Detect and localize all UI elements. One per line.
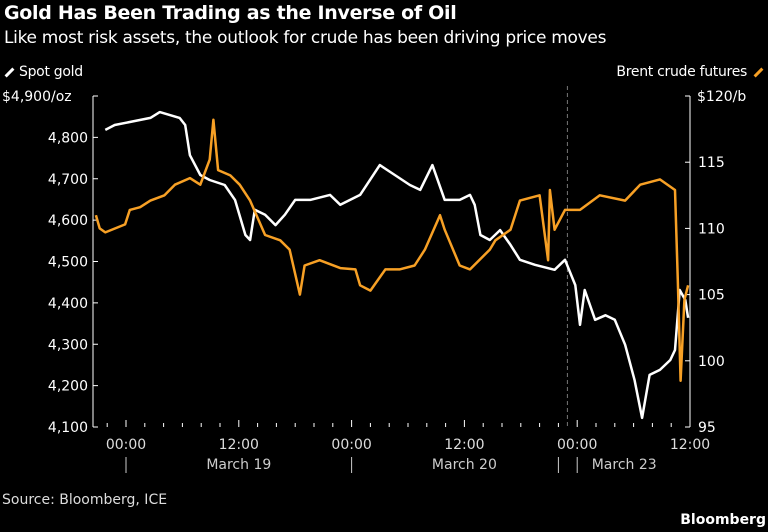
x-axis-tick-label: 00:00	[331, 437, 371, 453]
right-axis-tick-label: 105	[698, 288, 725, 304]
x-axis-date-label: March 19	[206, 457, 271, 473]
chart-subtitle: Like most risk assets, the outlook for c…	[4, 28, 607, 48]
left-axis-tick-label: 4,200	[48, 379, 88, 395]
spot-gold-line	[104, 110, 690, 420]
right-axis-tick-label: 95	[698, 420, 716, 436]
left-axis-tick-label: 4,400	[48, 296, 88, 312]
x-axis-tick-label: 12:00	[670, 437, 710, 453]
right-axis-tick-label: 115	[698, 155, 725, 171]
x-axis-tick-label: 00:00	[557, 437, 597, 453]
right-axis-tick-label: 100	[698, 354, 725, 370]
x-axis-tick-label: 00:00	[106, 437, 146, 453]
x-axis-tick-label: 12:00	[219, 437, 259, 453]
x-axis-date-label: March 23	[592, 457, 657, 473]
legend-swatch-oil-icon	[753, 67, 764, 77]
left-axis-tick-label: 4,800	[48, 130, 88, 146]
chart-title: Gold Has Been Trading as the Inverse of …	[4, 2, 457, 24]
brent-crude-line	[94, 118, 690, 382]
legend-brent-crude: Brent crude futures	[616, 64, 764, 80]
left-axis-tick-label: 4,300	[48, 337, 88, 353]
right-axis-unit-label: $120/b	[697, 89, 746, 105]
x-axis-tick-label: 12:00	[444, 437, 484, 453]
left-axis-tick-label: 4,700	[48, 172, 88, 188]
left-axis-tick-label: 4,100	[48, 420, 88, 436]
legend-spot-gold: Spot gold	[4, 64, 83, 80]
bloomberg-logo: Bloomberg	[680, 512, 766, 528]
left-axis-unit-label: $4,900/oz	[2, 89, 72, 105]
legend-label: Spot gold	[19, 64, 83, 80]
legend-label: Brent crude futures	[616, 64, 747, 80]
left-axis-tick-label: 4,600	[48, 213, 88, 229]
left-axis-tick-label: 4,500	[48, 255, 88, 271]
source-note: Source: Bloomberg, ICE	[2, 492, 168, 508]
right-axis-tick-label: 110	[698, 221, 725, 237]
x-axis-date-label: March 20	[432, 457, 497, 473]
legend-swatch-gold-icon	[4, 67, 15, 77]
